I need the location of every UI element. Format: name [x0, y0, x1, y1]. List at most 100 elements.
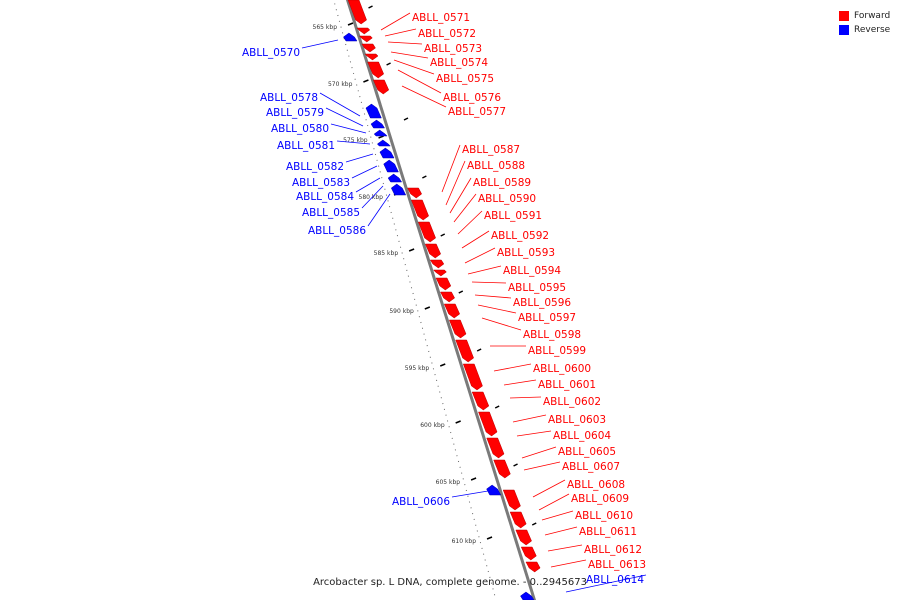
legend-swatch-forward [839, 11, 849, 21]
forward-gene-block [462, 363, 483, 391]
forward-gene-leader-line [516, 430, 552, 437]
forward-gene-block [407, 187, 423, 199]
forward-gene-label: ABLL_0587 [462, 144, 520, 156]
forward-gene-block [424, 243, 442, 259]
genome-caption: Arcobacter sp. L DNA, complete genome. -… [313, 577, 587, 588]
forward-gene-block [515, 529, 532, 546]
forward-gene-leader-line [471, 281, 507, 284]
forward-gene-leader-line [441, 144, 461, 193]
forward-gene-label: ABLL_0599 [528, 345, 586, 357]
forward-gene-label: ABLL_0594 [503, 265, 561, 277]
forward-gene-leader-line [401, 85, 447, 108]
strand-tick-mark [422, 175, 427, 179]
forward-gene-label: ABLL_0595 [508, 282, 566, 294]
strand-tick-mark [440, 233, 446, 237]
scale-tick-mark [424, 306, 431, 310]
forward-gene-leader-line [474, 294, 512, 299]
reverse-gene-block [379, 147, 395, 159]
forward-gene-label: ABLL_0596 [513, 297, 571, 309]
forward-gene-block [455, 339, 474, 363]
forward-gene-block [448, 319, 467, 339]
scale-tick-mark [470, 477, 477, 481]
reverse-gene-label: ABLL_0580 [271, 123, 329, 135]
forward-gene-leader-line [512, 414, 547, 423]
scale-tick-mark [363, 79, 369, 83]
strand-tick-mark [476, 348, 482, 352]
legend-swatch-reverse [839, 25, 849, 35]
reverse-gene-label: ABLL_0582 [286, 161, 344, 173]
forward-gene-block [478, 411, 498, 437]
legend: Forward Reverse [839, 9, 890, 37]
reverse-gene-label: ABLL_0578 [260, 92, 318, 104]
forward-gene-block [361, 43, 376, 53]
forward-gene-leader-line [532, 479, 566, 498]
forward-gene-leader-line [523, 461, 561, 471]
reverse-gene-label: ABLL_0606 [392, 496, 450, 508]
forward-gene-label: ABLL_0576 [443, 92, 501, 104]
forward-gene-label: ABLL_0571 [412, 12, 470, 24]
forward-gene-block [520, 546, 537, 561]
forward-gene-block [435, 277, 452, 291]
forward-gene-leader-line [541, 510, 574, 521]
forward-gene-block [372, 79, 390, 95]
scale-tick-label: 575 kbp [343, 137, 368, 144]
forward-gene-label: ABLL_0609 [571, 493, 629, 505]
forward-gene-label: ABLL_0589 [473, 177, 531, 189]
forward-gene-block [347, 0, 367, 25]
scale-tick-label: 585 kbp [374, 250, 399, 257]
reverse-gene-leader-line [361, 185, 384, 209]
legend-item-forward: Forward [839, 9, 890, 23]
scale-tick-mark [455, 420, 461, 424]
reverse-gene-block [383, 159, 399, 173]
forward-gene-leader-line [547, 544, 583, 552]
forward-gene-label: ABLL_0598 [523, 329, 581, 341]
scale-tick-mark [378, 135, 384, 139]
reverse-gene-block [387, 173, 403, 183]
forward-gene-leader-line [449, 177, 472, 214]
forward-gene-leader-line [481, 317, 522, 331]
scale-tick-label: 565 kbp [313, 24, 338, 31]
forward-gene-label: ABLL_0601 [538, 379, 596, 391]
forward-gene-leader-line [493, 363, 532, 372]
strand-tick-mark [403, 117, 409, 121]
reverse-gene-leader-line [565, 574, 647, 593]
forward-gene-label: ABLL_0572 [418, 28, 476, 40]
forward-gene-leader-line [457, 210, 483, 235]
forward-gene-label: ABLL_0604 [553, 430, 611, 442]
forward-gene-label: ABLL_0577 [448, 106, 506, 118]
forward-gene-label: ABLL_0591 [484, 210, 542, 222]
forward-gene-block [410, 199, 429, 221]
reverse-gene-leader-line [330, 123, 367, 134]
forward-gene-block [502, 489, 521, 511]
reverse-gene-leader-line [319, 92, 361, 117]
reverse-gene-block [376, 139, 391, 147]
legend-label-forward: Forward [854, 11, 891, 21]
reverse-gene-leader-line [345, 153, 374, 163]
forward-gene-label: ABLL_0592 [491, 230, 549, 242]
strand-tick-mark [531, 522, 537, 526]
forward-gene-leader-line [538, 493, 570, 511]
reverse-gene-label: ABLL_0570 [242, 47, 300, 59]
reverse-gene-label: ABLL_0585 [302, 207, 360, 219]
reverse-gene-block [390, 183, 407, 196]
forward-gene-leader-line [453, 193, 477, 223]
legend-label-reverse: Reverse [854, 25, 891, 35]
strand-tick-mark [494, 405, 500, 409]
forward-gene-label: ABLL_0612 [584, 544, 642, 556]
forward-gene-label: ABLL_0575 [436, 73, 494, 85]
scale-tick-mark [486, 536, 493, 540]
forward-gene-label: ABLL_0590 [478, 193, 536, 205]
scale-tick-label: 580 kbp [359, 194, 384, 201]
forward-gene-block [364, 53, 379, 61]
legend-item-reverse: Reverse [839, 23, 890, 37]
forward-gene-label: ABLL_0573 [424, 43, 482, 55]
reverse-gene-block [373, 129, 388, 137]
reverse-gene-block [520, 591, 535, 600]
forward-gene-label: ABLL_0602 [543, 396, 601, 408]
forward-gene-block [429, 259, 445, 269]
scale-tick-label: 600 kbp [420, 422, 445, 429]
forward-gene-leader-line [384, 28, 417, 37]
forward-gene-label: ABLL_0605 [558, 446, 616, 458]
